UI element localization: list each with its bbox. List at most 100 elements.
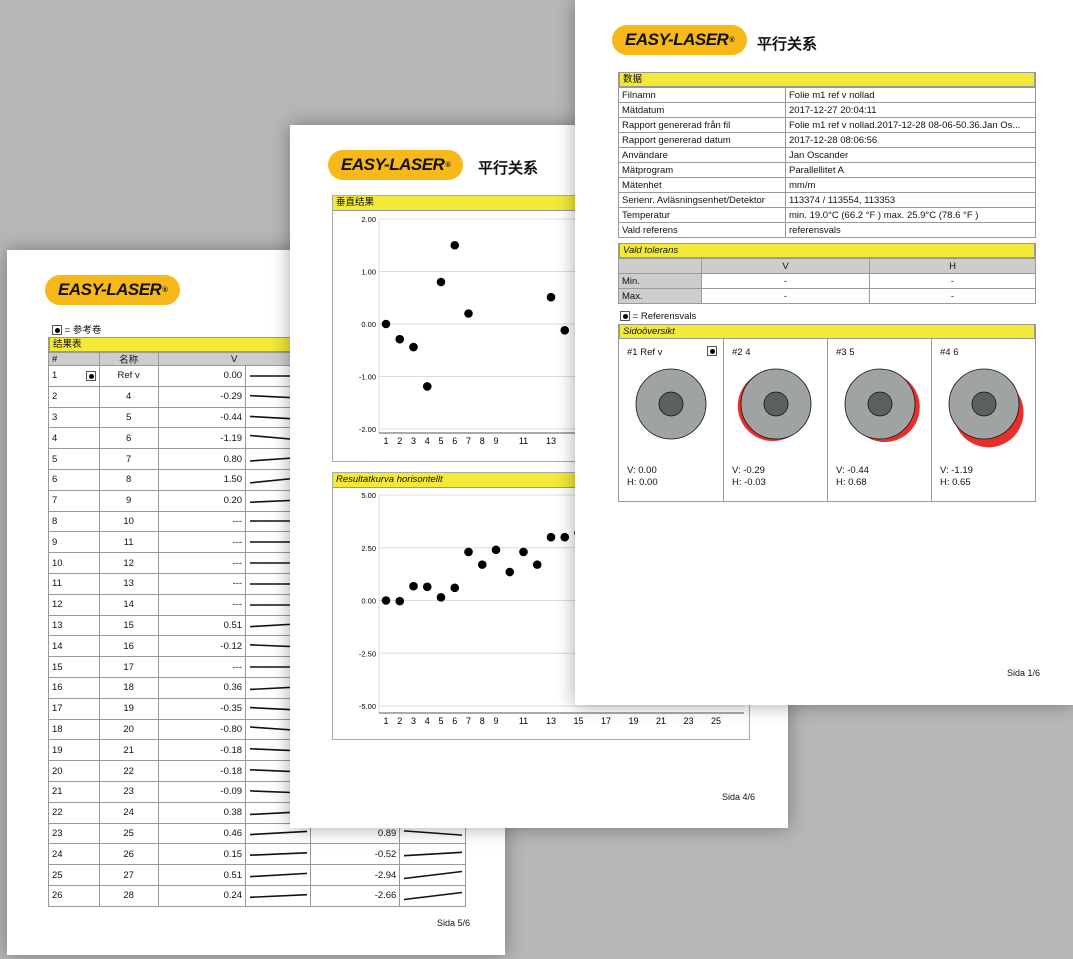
y-tick-label: -5.00: [359, 702, 376, 711]
cell-v: 0.80: [157, 449, 246, 469]
easy-laser-logo: EASY-LASER ®: [612, 25, 747, 55]
cell-num: 5: [49, 449, 99, 469]
data-row: Rapport genererad datum 2017-12-28 08:06:…: [619, 132, 1035, 147]
side-overview-cell: #2 4 V: -0.29 H: -0.03: [723, 339, 827, 501]
measurement-label: #4 6: [940, 347, 959, 358]
data-label: Mätprogram: [622, 164, 674, 176]
cell-name: 12: [98, 553, 158, 573]
cell-num: 21: [49, 782, 99, 802]
x-tick-label: 11: [519, 716, 528, 726]
table-row: 26 28 0.24 -2.66: [49, 884, 465, 906]
data-value: 113374 / 113554, 113353: [785, 193, 1035, 207]
data-label: Vald referens: [622, 224, 678, 236]
shaft-inner-circle: [658, 391, 684, 417]
x-tick-label: 5: [438, 716, 443, 726]
cell-v: 0.38: [157, 802, 246, 823]
cell-num: 26: [49, 886, 99, 906]
table-row: 25 27 0.51 -2.94: [49, 864, 465, 885]
data-point: [464, 309, 473, 318]
x-tick-label: 23: [683, 716, 693, 726]
cell-name: 20: [98, 719, 158, 740]
cell-name: 15: [98, 615, 158, 636]
data-point: [422, 382, 432, 391]
h-value: H: -0.03: [732, 477, 766, 488]
x-tick-label: 11: [519, 436, 528, 446]
y-tick-label: -2.00: [359, 425, 376, 434]
reference-icon: [707, 346, 717, 356]
data-label: Rapport genererad datum: [622, 134, 731, 146]
cell-num: 2: [49, 387, 99, 407]
x-tick-label: 3: [411, 436, 416, 446]
cell-v: -1.19: [157, 428, 246, 449]
cell-v: 0.51: [157, 615, 246, 636]
shaft-diagram: [948, 368, 1024, 448]
cell-name: 27: [98, 865, 158, 885]
trend-line: [404, 891, 463, 901]
logo-text: EASY-LASER: [58, 280, 162, 299]
data-label: Mätdatum: [622, 104, 665, 116]
cell-name: 6: [98, 428, 158, 449]
cell-num: 7: [49, 491, 99, 511]
data-row: Filnamn Folie m1 ref v nollad: [619, 87, 1035, 102]
data-point: [450, 583, 460, 593]
cell-name: 5: [98, 407, 158, 428]
trend-line: [250, 852, 308, 857]
page-number: Sida 5/6: [437, 918, 471, 928]
cell-num: 13: [49, 616, 99, 636]
v-value: V: -1.19: [940, 465, 973, 476]
col-header-name: 名称: [98, 353, 158, 365]
x-tick-label: 9: [493, 716, 498, 726]
cell-name: 18: [98, 677, 158, 698]
v-value: V: 0.00: [627, 465, 657, 476]
tolerance-corner: [619, 259, 701, 273]
logo-text: EASY-LASER: [625, 30, 729, 49]
x-tick-label: 3: [411, 716, 416, 726]
y-tick-label: 5.00: [361, 491, 376, 500]
data-point: [422, 582, 432, 592]
row-number: 1: [52, 370, 58, 382]
trend-cell: [245, 865, 310, 885]
trend-cell: [399, 885, 465, 906]
reference-icon: [52, 325, 62, 336]
x-tick-label: 8: [480, 716, 485, 726]
report-page-1: EASY-LASER ® 平行关系 数据 Filnamn Folie m1 ref …: [575, 0, 1073, 705]
row-number: 7: [52, 495, 58, 507]
data-point: [395, 334, 405, 344]
cell-name: 11: [98, 532, 158, 553]
tolerance-h: -: [869, 274, 1035, 288]
h-value: H: 0.00: [627, 477, 658, 488]
data-label: Filnamn: [622, 89, 656, 101]
row-number: 12: [52, 599, 63, 611]
data-point: [532, 560, 542, 569]
row-number: 4: [52, 432, 58, 444]
trend-cell: [245, 823, 310, 844]
cell-v: 0.15: [157, 844, 246, 865]
row-number: 21: [52, 786, 63, 798]
x-tick-label: 19: [628, 716, 638, 726]
table-row: 23 25 0.46 0.89: [49, 822, 465, 844]
cell-v: -0.35: [157, 698, 246, 719]
cell-name: 25: [98, 823, 158, 844]
table-row: 24 26 0.15 -0.52: [49, 843, 465, 865]
cell-v: 0.24: [157, 885, 246, 906]
data-value: Folie m1 ref v nollad: [785, 88, 1035, 102]
row-number: 3: [52, 411, 58, 423]
data-point: [436, 277, 446, 287]
tolerance-col-v: V: [701, 259, 869, 273]
cell-h: -0.52: [309, 844, 400, 865]
data-point: [409, 342, 418, 352]
x-tick-label: 17: [601, 716, 611, 726]
tolerance-col-h: H: [869, 259, 1035, 273]
cell-v: 1.50: [157, 469, 246, 490]
cell-v: -0.44: [157, 407, 246, 428]
y-tick-label: 2.00: [361, 215, 376, 224]
cell-v: -0.12: [157, 636, 246, 657]
col-header-num: #: [52, 353, 58, 365]
cell-name: 21: [98, 740, 158, 761]
cell-num: 18: [49, 720, 99, 740]
cell-name: 13: [98, 573, 158, 594]
cell-num: 17: [49, 699, 99, 719]
row-number: 17: [52, 703, 63, 715]
data-label: Temperatur: [622, 209, 671, 221]
side-overview-cell: #1 Ref v V: 0.00 H: 0.00: [619, 339, 723, 501]
